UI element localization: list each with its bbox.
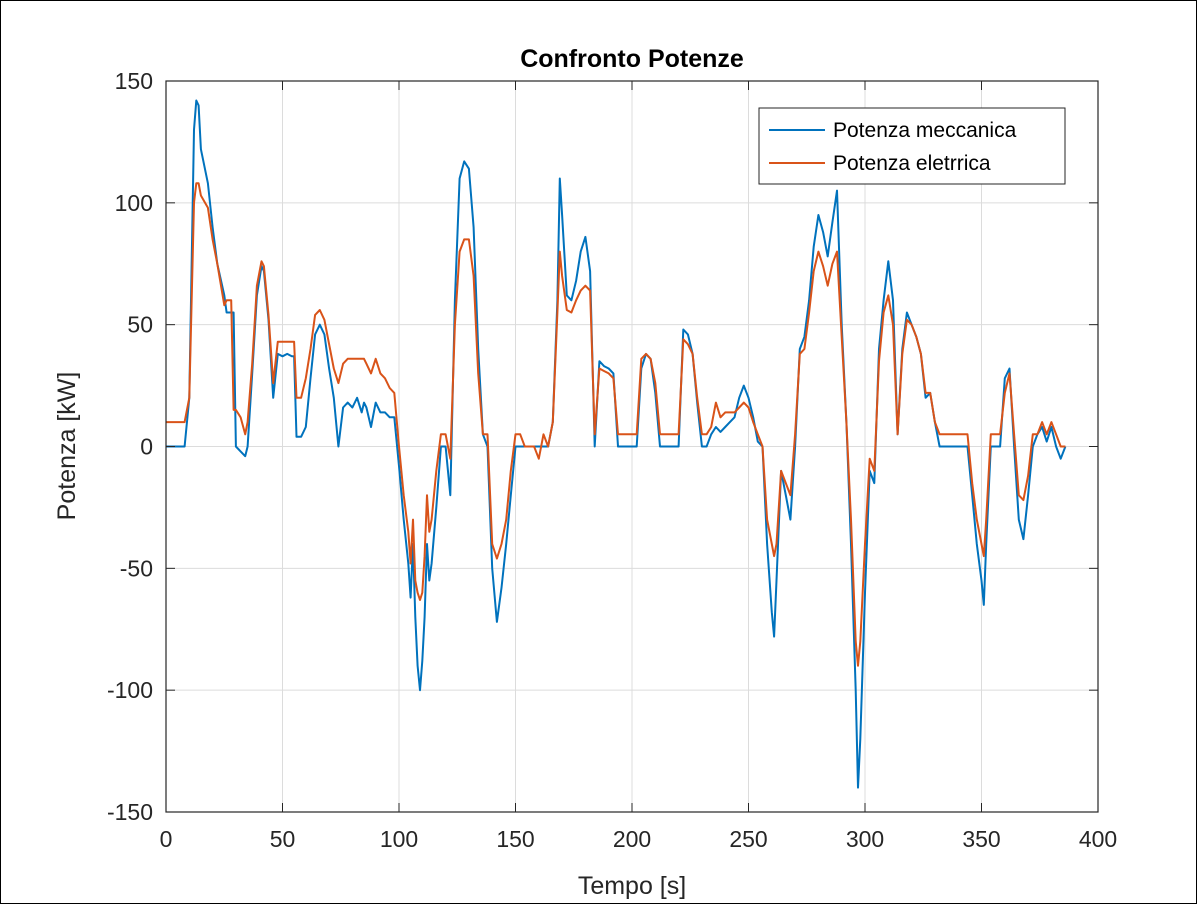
- x-tick-label: 100: [380, 826, 418, 852]
- x-tick-label: 350: [962, 826, 1000, 852]
- legend-box: [758, 107, 1066, 185]
- x-tick-labels: 0 50 100 150 200 250 300 350 400: [160, 826, 1118, 852]
- x-tick-label: 0: [160, 826, 173, 852]
- x-tick-label: 50: [270, 826, 296, 852]
- axis-ticks: [165, 80, 1099, 813]
- chart-title: Confronto Potenze: [520, 45, 744, 73]
- y-tick-label: 150: [115, 68, 153, 94]
- x-tick-label: 150: [496, 826, 534, 852]
- y-axis-label: Potenza [kW]: [53, 372, 81, 521]
- legend-label-elettrica: Potenza eletrrica: [833, 152, 991, 175]
- x-tick-label: 250: [729, 826, 767, 852]
- y-tick-label: 50: [127, 312, 153, 338]
- x-tick-label: 400: [1079, 826, 1117, 852]
- legend-label-meccanica: Potenza meccanica: [833, 119, 1017, 142]
- y-tick-label: -150: [107, 799, 153, 825]
- x-axis-label: Tempo [s]: [578, 872, 686, 900]
- y-tick-label: 0: [140, 434, 153, 460]
- legend: Potenza meccanica Potenza eletrrica: [758, 107, 1066, 185]
- y-tick-label: 100: [115, 190, 153, 216]
- series-layer: [166, 99, 1067, 789]
- y-tick-labels: -150 -100 -50 0 50 100 150: [107, 68, 153, 825]
- series-line-1: [166, 182, 1066, 667]
- x-tick-label: 300: [846, 826, 884, 852]
- x-tick-label: 200: [613, 826, 651, 852]
- y-tick-label: -50: [120, 555, 153, 581]
- y-tick-label: -100: [107, 677, 153, 703]
